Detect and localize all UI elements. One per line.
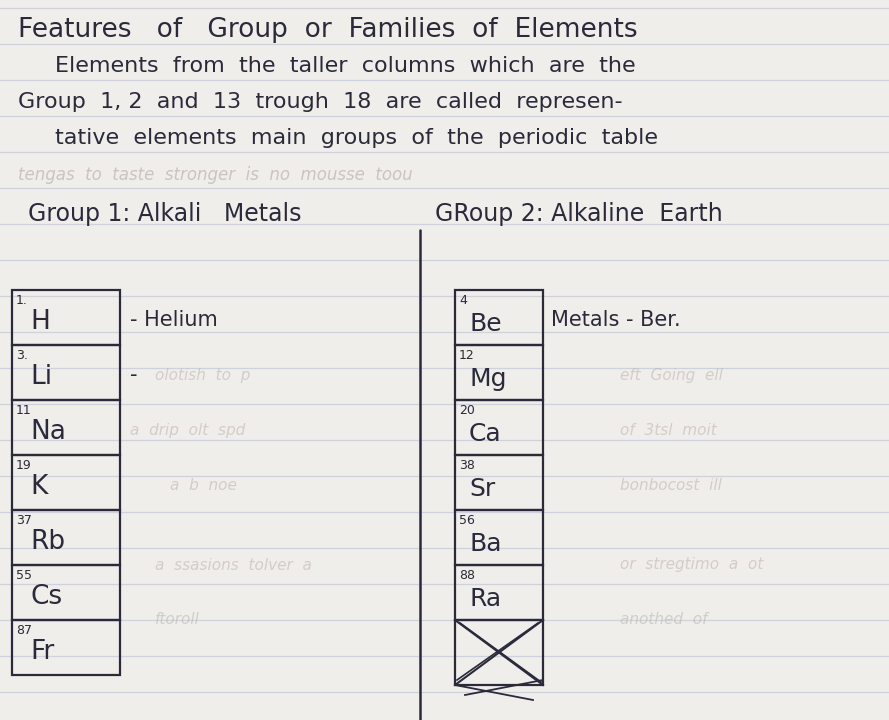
Text: bonbocost  ill: bonbocost ill bbox=[620, 478, 722, 492]
Text: 3.: 3. bbox=[16, 349, 28, 362]
Text: 37: 37 bbox=[16, 514, 32, 527]
Bar bbox=[12, 455, 120, 510]
Text: Mg: Mg bbox=[469, 367, 507, 391]
Text: 88: 88 bbox=[459, 569, 475, 582]
Text: 20: 20 bbox=[459, 404, 475, 417]
Text: Metals - Ber.: Metals - Ber. bbox=[551, 310, 681, 330]
Text: H: H bbox=[30, 309, 50, 335]
Text: 1.: 1. bbox=[16, 294, 28, 307]
Text: 19: 19 bbox=[16, 459, 32, 472]
Text: - Helium: - Helium bbox=[130, 310, 218, 330]
Text: 87: 87 bbox=[16, 624, 32, 637]
Text: of  3tsl  moit: of 3tsl moit bbox=[620, 423, 717, 438]
Bar bbox=[455, 510, 543, 565]
Text: 12: 12 bbox=[459, 349, 475, 362]
Text: GRoup 2: Alkaline  Earth: GRoup 2: Alkaline Earth bbox=[435, 202, 723, 226]
Bar bbox=[12, 345, 120, 400]
Text: a  b  noe: a b noe bbox=[170, 478, 236, 492]
Text: eft  Going  ell: eft Going ell bbox=[620, 368, 723, 383]
Text: a  ssasions  tolver  a: a ssasions tolver a bbox=[155, 557, 312, 572]
Bar bbox=[455, 345, 543, 400]
Text: olotish  to  p: olotish to p bbox=[155, 368, 251, 383]
Text: Ra: Ra bbox=[469, 587, 501, 611]
Text: Li: Li bbox=[30, 364, 52, 390]
Bar bbox=[12, 290, 120, 345]
Bar bbox=[12, 400, 120, 455]
Text: Na: Na bbox=[30, 419, 66, 445]
Text: 38: 38 bbox=[459, 459, 475, 472]
Text: Group  1, 2  and  13  trough  18  are  called  represen-: Group 1, 2 and 13 trough 18 are called r… bbox=[18, 92, 622, 112]
Text: Elements  from  the  taller  columns  which  are  the: Elements from the taller columns which a… bbox=[55, 56, 636, 76]
Text: 55: 55 bbox=[16, 569, 32, 582]
Text: Sr: Sr bbox=[469, 477, 495, 501]
Text: a  drip  olt  spd: a drip olt spd bbox=[130, 423, 245, 438]
Text: Be: Be bbox=[469, 312, 501, 336]
Text: Group 1: Alkali   Metals: Group 1: Alkali Metals bbox=[28, 202, 301, 226]
Text: anothed  of: anothed of bbox=[620, 613, 708, 628]
Text: 4: 4 bbox=[459, 294, 467, 307]
Text: tative  elements  main  groups  of  the  periodic  table: tative elements main groups of the perio… bbox=[55, 128, 658, 148]
Text: tengas  to  taste  stronger  is  no  mousse  toou: tengas to taste stronger is no mousse to… bbox=[18, 166, 412, 184]
Text: Ca: Ca bbox=[469, 422, 501, 446]
Bar bbox=[12, 565, 120, 620]
Text: K: K bbox=[30, 474, 47, 500]
Text: Ba: Ba bbox=[469, 532, 501, 556]
Text: Cs: Cs bbox=[30, 584, 62, 610]
Text: Rb: Rb bbox=[30, 529, 65, 555]
Bar bbox=[455, 620, 543, 685]
Bar bbox=[455, 290, 543, 345]
Text: 11: 11 bbox=[16, 404, 32, 417]
Text: 56: 56 bbox=[459, 514, 475, 527]
Text: or  stregtimo  a  ot: or stregtimo a ot bbox=[620, 557, 764, 572]
Text: Features   of   Group  or  Families  of  Elements: Features of Group or Families of Element… bbox=[18, 17, 637, 43]
Bar bbox=[12, 620, 120, 675]
Bar bbox=[455, 565, 543, 620]
Bar bbox=[12, 510, 120, 565]
Text: Fr: Fr bbox=[30, 639, 54, 665]
Text: ftoroll: ftoroll bbox=[155, 613, 200, 628]
Bar bbox=[455, 455, 543, 510]
Text: -: - bbox=[130, 365, 138, 385]
Bar bbox=[455, 400, 543, 455]
